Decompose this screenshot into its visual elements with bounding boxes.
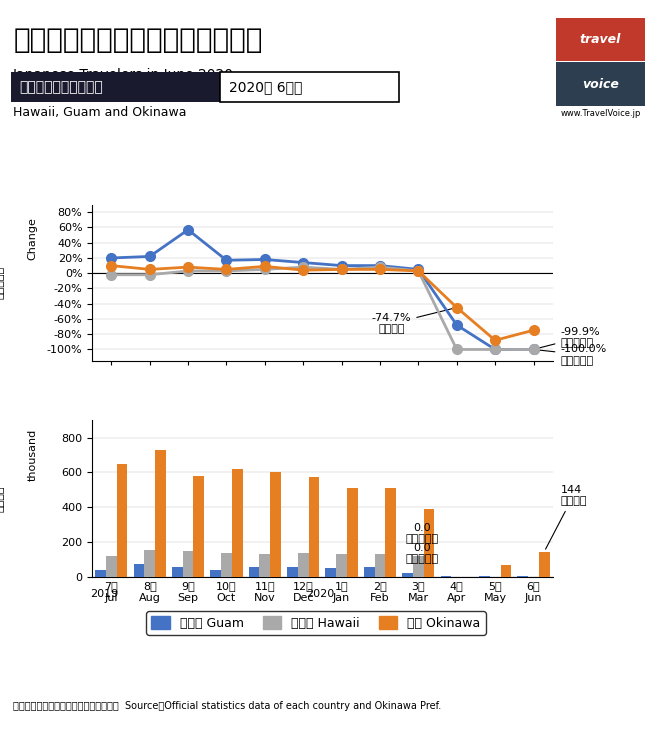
Bar xyxy=(287,567,298,577)
Bar xyxy=(193,476,204,577)
Bar xyxy=(326,568,336,577)
Text: 2019: 2019 xyxy=(90,589,118,599)
Bar xyxy=(386,488,396,577)
Bar xyxy=(424,509,434,577)
Text: 144
（沖縄）: 144 （沖縄） xyxy=(545,484,587,549)
Bar xyxy=(172,567,183,577)
Text: 2020年 6月期: 2020年 6月期 xyxy=(229,80,303,94)
Text: （千人）: （千人） xyxy=(0,485,5,512)
Text: Hawaii, Guam and Okinawa: Hawaii, Guam and Okinawa xyxy=(13,106,187,118)
Text: 出典：各国の公共統計機関および沖縄県  Source：Official statistics data of each country and Okinawa : 出典：各国の公共統計機関および沖縄県 Source：Official stati… xyxy=(13,701,442,711)
Text: www.TravelVoice.jp: www.TravelVoice.jp xyxy=(560,109,641,118)
Bar xyxy=(134,565,144,577)
Text: Japanese Travelers in June 2020: Japanese Travelers in June 2020 xyxy=(13,68,234,83)
Text: ハワイ・グアム・沖縄: ハワイ・グアム・沖縄 xyxy=(20,80,103,94)
Text: （前年比）: （前年比） xyxy=(0,266,5,299)
Text: travel: travel xyxy=(580,33,621,46)
Bar xyxy=(347,488,358,577)
Bar xyxy=(106,556,116,577)
Bar xyxy=(211,570,221,577)
Bar xyxy=(270,472,281,577)
Bar xyxy=(249,567,259,577)
Bar xyxy=(183,551,193,577)
Text: 日本人渡航者数（渡航先別比較）: 日本人渡航者数（渡航先別比較） xyxy=(13,26,263,54)
Bar xyxy=(374,554,386,577)
Bar xyxy=(298,553,309,577)
Bar xyxy=(116,464,128,577)
Bar xyxy=(95,570,106,577)
Text: thousand: thousand xyxy=(27,429,38,481)
Text: 2020: 2020 xyxy=(307,589,334,599)
Bar xyxy=(155,450,166,577)
Bar xyxy=(336,554,347,577)
Text: -74.7%
（沖縄）: -74.7% （沖縄） xyxy=(372,308,454,335)
Bar xyxy=(259,554,270,577)
Bar xyxy=(221,553,232,577)
Bar xyxy=(309,477,319,577)
Bar xyxy=(364,567,374,577)
Bar xyxy=(413,556,424,577)
Bar xyxy=(144,550,155,577)
Bar xyxy=(501,565,511,577)
Text: -100.0%
（ハワイ）: -100.0% （ハワイ） xyxy=(536,344,607,366)
Text: -99.9%
（グアム）: -99.9% （グアム） xyxy=(536,327,600,349)
Text: 0.0
（グアム）: 0.0 （グアム） xyxy=(405,542,439,565)
Text: voice: voice xyxy=(582,77,619,91)
Text: 0.0
（ハワイ）: 0.0 （ハワイ） xyxy=(405,523,439,545)
Bar xyxy=(402,573,413,577)
Bar xyxy=(539,551,549,577)
Legend: グアム Guam, ハワイ Hawaii, 沖縄 Okinawa: グアム Guam, ハワイ Hawaii, 沖縄 Okinawa xyxy=(146,612,486,635)
Text: Change: Change xyxy=(27,217,38,260)
Bar xyxy=(232,469,243,577)
